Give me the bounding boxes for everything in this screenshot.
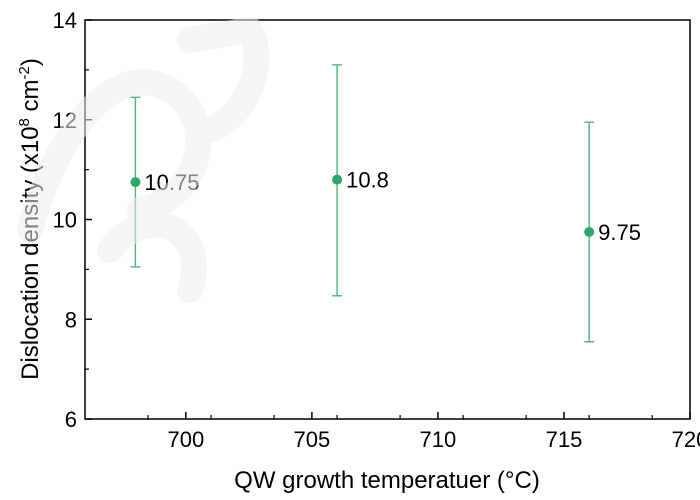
- data-point-group: 10.75: [130, 97, 199, 267]
- x-tick-label: 720: [672, 427, 700, 452]
- y-axis-title-exp1: 8: [16, 118, 33, 126]
- series-layer: 10.75 10.8 9.75: [130, 65, 641, 342]
- x-tick-label: 705: [294, 427, 331, 452]
- y-tick-label: 10: [53, 208, 77, 233]
- y-axis-title-mid: cm: [17, 79, 44, 118]
- data-point-marker: [130, 177, 140, 187]
- data-point-group: 10.8: [332, 65, 389, 296]
- x-tick-label: 715: [546, 427, 583, 452]
- data-point-group: 9.75: [584, 122, 641, 341]
- x-tick-label: 710: [420, 427, 457, 452]
- data-label: 9.75: [598, 220, 641, 245]
- y-axis-title-exp2: -2: [16, 66, 33, 79]
- x-axis-title: QW growth temperatuer (°C): [234, 467, 540, 494]
- data-label: 10.75: [144, 170, 199, 195]
- y-axis-title-suffix: ): [17, 58, 44, 66]
- y-tick-label: 12: [53, 108, 77, 133]
- data-point-marker: [332, 175, 342, 185]
- y-axis-title: Dislocation density (x108 cm-2): [16, 58, 44, 380]
- data-label: 10.8: [346, 168, 389, 193]
- y-tick-label: 6: [65, 407, 77, 432]
- data-point-marker: [584, 227, 594, 237]
- x-tick-label: 700: [167, 427, 204, 452]
- y-tick-label: 8: [65, 307, 77, 332]
- y-tick-label: 14: [53, 8, 77, 33]
- y-axis-title-prefix: Dislocation density (x10: [17, 126, 44, 379]
